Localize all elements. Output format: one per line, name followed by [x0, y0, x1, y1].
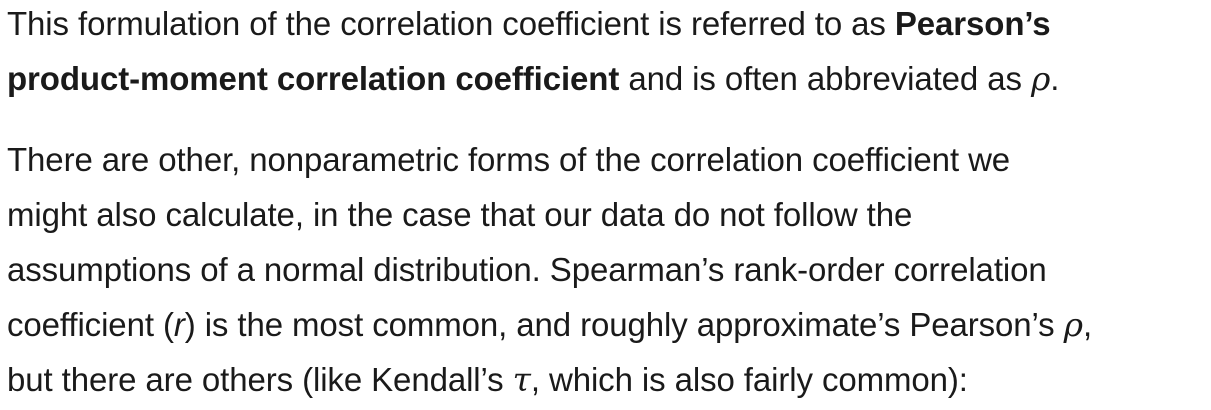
rho-symbol: ρ [1030, 59, 1051, 98]
r-symbol: r [173, 306, 185, 343]
text-span: , [1082, 306, 1093, 343]
paragraph-1-line-1: This formulation of the correlation coef… [7, 7, 1051, 40]
text-span: coefficient ( [7, 306, 174, 343]
text-span: This formulation of the correlation coef… [7, 5, 895, 42]
paragraph-2-line-1: There are other, nonparametric forms of … [7, 141, 1011, 178]
text-span: . [1050, 60, 1060, 97]
paragraph-2-line-5: but there are others (like Kendall’s τ, … [7, 363, 968, 396]
text-span: ) is the most common, and roughly approx… [184, 306, 1064, 343]
text-span: and is often abbreviated as [619, 60, 1031, 97]
text-span: , which is also fairly common): [530, 361, 968, 398]
rho-symbol: ρ [1063, 305, 1083, 344]
paragraph-2-line-4: coefficient (r) is the most common, and … [7, 308, 1092, 341]
paragraph-2-line-3: assumptions of a normal distribution. Sp… [7, 251, 1047, 288]
text-span: but there are others (like Kendall’s [7, 361, 513, 398]
tau-symbol: τ [512, 360, 531, 399]
bold-term-product-moment: product-moment correlation coefficient [7, 60, 620, 97]
bold-term-pearsons: Pearson’s [894, 5, 1051, 42]
paragraph-2-line-2: might also calculate, in the case that o… [7, 196, 913, 233]
paragraph-1-line-2: product-moment correlation coefficient a… [7, 62, 1059, 95]
